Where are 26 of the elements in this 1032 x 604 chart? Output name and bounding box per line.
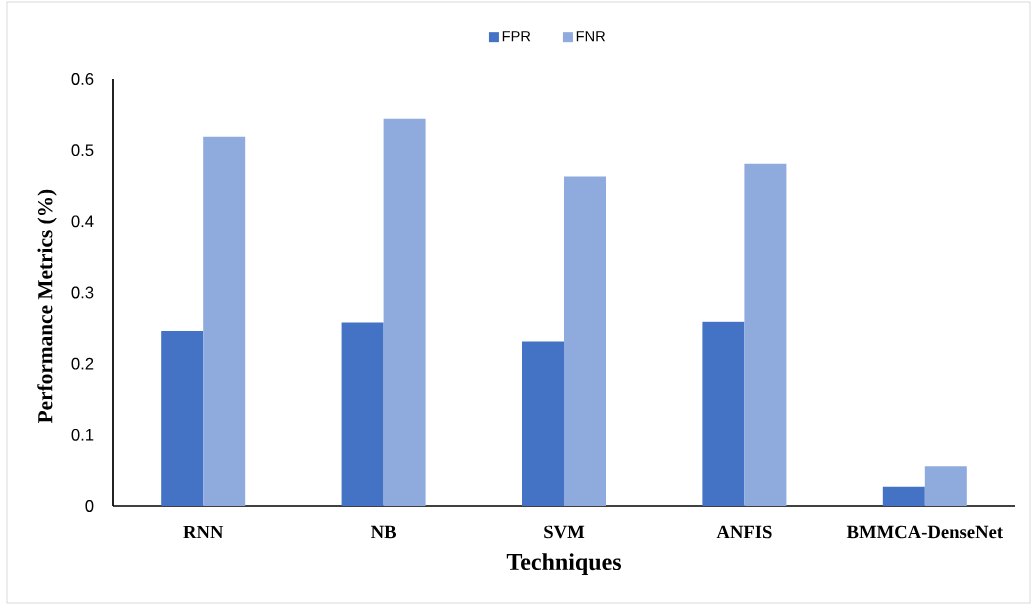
y-axis-title: Performance Metrics (%) [37, 189, 57, 424]
y-tick-label: 0.5 [71, 144, 94, 157]
bar [882, 486, 925, 506]
bar [702, 321, 745, 506]
bar [341, 322, 384, 506]
x-axis-title: Techniques [506, 553, 622, 575]
legend-label: FNR [576, 31, 606, 42]
y-tick-label: 0.3 [71, 286, 94, 299]
bar [383, 118, 426, 506]
y-tick-label: 0 [85, 500, 94, 512]
bar [161, 330, 204, 506]
legend-label: FPR [502, 31, 531, 42]
x-tick-label: ANFIS [716, 525, 772, 539]
bar [522, 341, 564, 506]
y-tick-label: 0.1 [71, 428, 94, 441]
x-tick-label: BMMCA-DenseNet [846, 525, 1003, 539]
bar [924, 466, 967, 506]
y-tick-label: 0.6 [71, 73, 94, 85]
y-tick-label: 0.4 [71, 215, 94, 228]
bar [564, 176, 606, 506]
x-tick-label: SVM [544, 525, 585, 539]
x-tick-label: RNN [183, 525, 224, 539]
bar [203, 136, 246, 506]
x-tick-label: NB [370, 525, 397, 539]
bar [744, 163, 787, 506]
y-tick-label: 0.2 [71, 357, 94, 370]
